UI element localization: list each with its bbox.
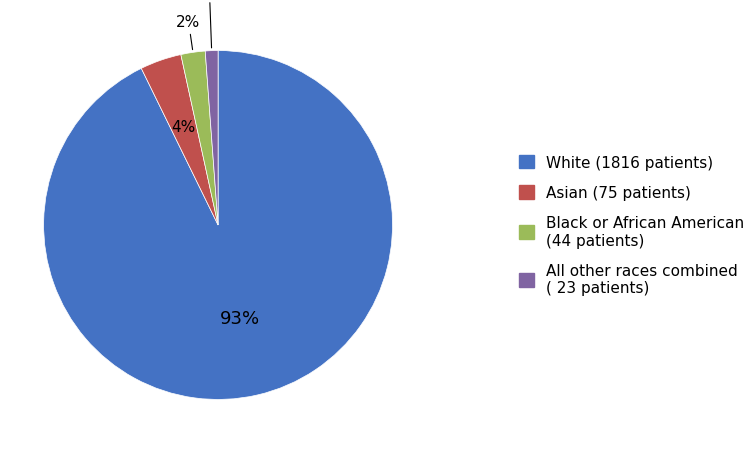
Wedge shape bbox=[181, 52, 218, 226]
Text: 93%: 93% bbox=[220, 310, 260, 328]
Text: 2%: 2% bbox=[176, 15, 201, 51]
Wedge shape bbox=[44, 51, 393, 400]
Wedge shape bbox=[141, 55, 218, 226]
Text: 1%: 1% bbox=[197, 0, 222, 49]
Legend: White (1816 patients), Asian (75 patients), Black or African American
(44 patien: White (1816 patients), Asian (75 patient… bbox=[519, 155, 744, 296]
Text: 4%: 4% bbox=[171, 120, 196, 134]
Wedge shape bbox=[205, 51, 218, 226]
